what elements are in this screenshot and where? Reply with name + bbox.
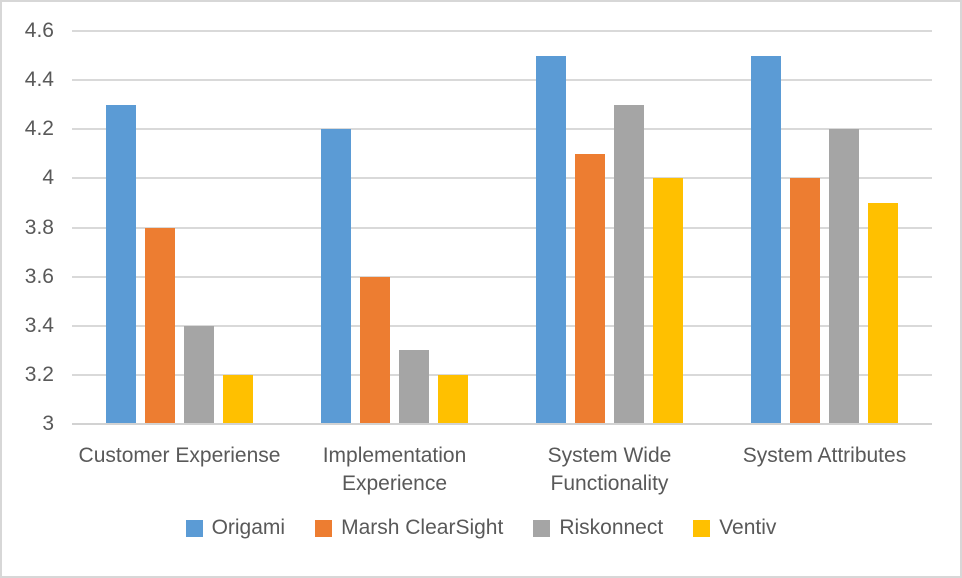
bar-origami: [106, 105, 136, 423]
bar-ventiv: [653, 178, 683, 423]
x-axis-line: [72, 423, 932, 425]
legend-color-swatch-icon: [315, 519, 333, 537]
legend-label: Origami: [211, 516, 286, 539]
bar-ventiv: [868, 203, 898, 423]
y-axis-tick-label: 3.6: [24, 265, 54, 288]
gridline: [72, 79, 932, 81]
y-axis-tick-label: 3.2: [24, 363, 54, 386]
x-axis-category-label: Customer Experiense: [78, 444, 281, 467]
bar-origami: [751, 56, 781, 423]
bar-ventiv: [223, 375, 253, 423]
y-axis-tick-label: 4.6: [24, 19, 54, 42]
legend-color-swatch-icon: [185, 519, 203, 537]
bar-riskonnect: [184, 326, 214, 423]
y-axis-tick-label: 3.8: [24, 216, 54, 239]
bar-origami: [321, 129, 351, 423]
gridline: [72, 325, 932, 327]
gridline: [72, 177, 932, 179]
bar-riskonnect: [829, 129, 859, 423]
legend-label: Ventiv: [719, 516, 777, 539]
legend-item-riskonnect: Riskonnect: [533, 516, 663, 540]
legend-item-ventiv: Ventiv: [693, 516, 776, 540]
legend-color-swatch-icon: [533, 519, 551, 537]
legend-item-marsh-clearsight: Marsh ClearSight: [315, 516, 503, 540]
bar-origami: [536, 56, 566, 423]
y-axis-tick-label: 4: [42, 166, 54, 189]
bar-marsh-clearsight: [360, 277, 390, 423]
legend-color-swatch-icon: [693, 519, 711, 537]
x-axis-category-label: Implementation Experience: [322, 444, 467, 495]
bar-marsh-clearsight: [575, 154, 605, 423]
y-axis-tick-label: 4.4: [24, 68, 54, 91]
y-axis-tick-label: 3.4: [24, 314, 54, 337]
gridline: [72, 128, 932, 130]
gridline: [72, 374, 932, 376]
gridline: [72, 227, 932, 229]
legend-label: Riskonnect: [559, 516, 664, 539]
y-axis-tick-label: 3: [42, 412, 54, 435]
bar-marsh-clearsight: [145, 228, 175, 423]
gridline: [72, 30, 932, 32]
bar-ventiv: [438, 375, 468, 423]
x-axis-category-label: System Wide Functionality: [547, 444, 672, 495]
bar-riskonnect: [399, 350, 429, 423]
legend-label: Marsh ClearSight: [341, 516, 504, 539]
y-axis-tick-label: 4.2: [24, 117, 54, 140]
bar-riskonnect: [614, 105, 644, 423]
x-axis-category-label: System Attributes: [742, 444, 907, 467]
gridline: [72, 276, 932, 278]
bar-marsh-clearsight: [790, 178, 820, 423]
legend-item-origami: Origami: [185, 516, 286, 540]
legend: Origami Marsh ClearSight Riskonnect Ventiv: [2, 516, 960, 540]
